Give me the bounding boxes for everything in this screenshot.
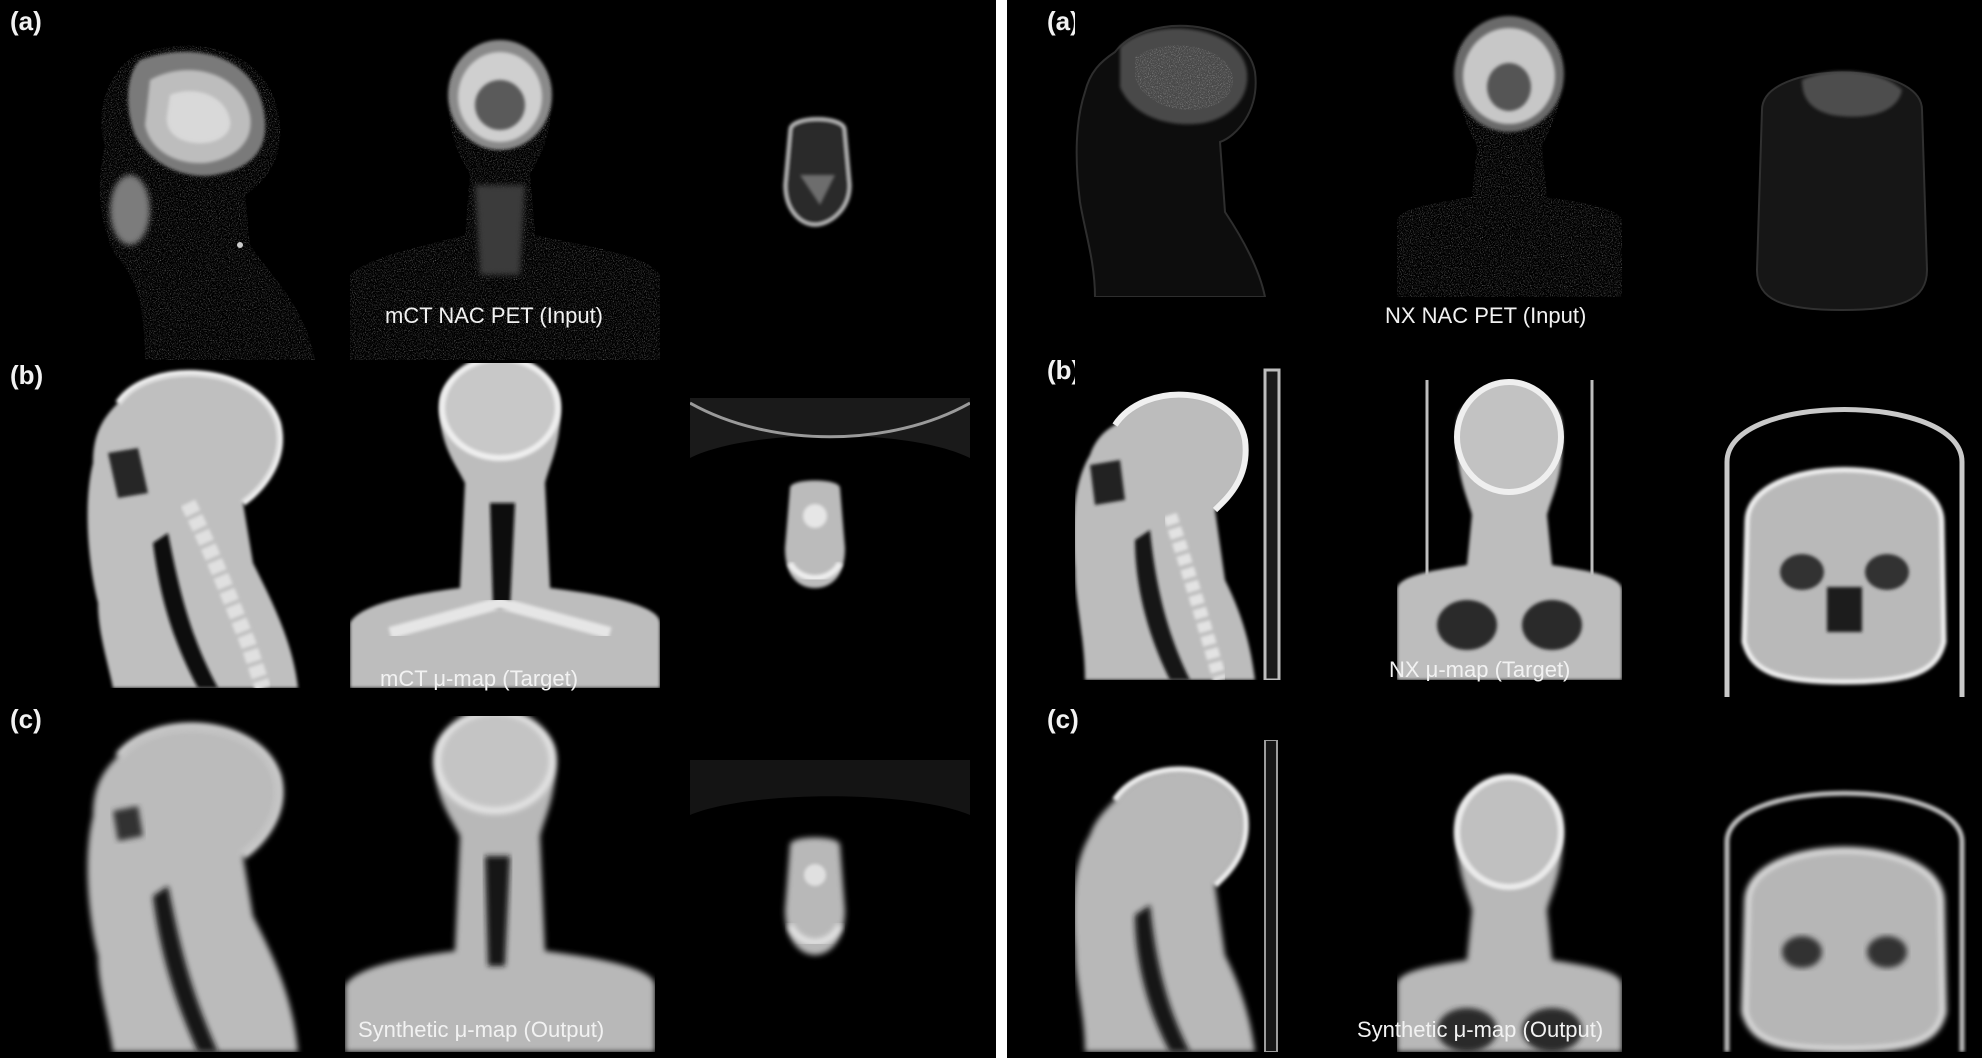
nx-synthetic-mu-map-axial-image [1722,762,1967,1052]
mct-mu-map-target-sagittal-image [78,363,314,688]
nx-nac-pet-sagittal-image [1075,12,1305,297]
nx-target-caption: NX μ-map (Target) [1389,657,1571,682]
row-label-b: (b) [1047,355,1081,385]
row-label-b: (b) [10,360,44,390]
nx-mu-map-target-sagittal-image [1075,340,1305,680]
nx-nac-pet-coronal-image [1397,12,1622,297]
nx-synthetic-mu-map-coronal-image [1397,770,1622,1052]
mct-mu-map-target-axial-image [690,398,970,688]
mct-output-caption: Synthetic μ-map (Output) [358,1017,605,1042]
nx-mu-map-target-axial-image [1722,372,1967,697]
nx-nac-pet-axial-image [1722,30,1962,320]
mct-mu-map-target-coronal-image [350,363,660,688]
nx-input-caption: NX NAC PET (Input) [1385,303,1587,328]
row-label-a: (a) [1047,6,1079,36]
nx-output-caption: Synthetic μ-map (Output) [1357,1017,1604,1042]
mct-panel: (a) (b) (c) mCT NAC PET (Inpu [0,0,996,1058]
mct-synthetic-mu-map-axial-image [690,760,970,1052]
mct-nac-pet-axial-image [685,35,980,360]
nx-synthetic-mu-map-sagittal-image [1075,740,1305,1052]
mct-target-caption: mCT μ-map (Target) [380,666,579,691]
nx-mu-map-target-coronal-image [1397,375,1622,680]
mct-nac-pet-sagittal-image [75,35,315,360]
mct-input-caption: mCT NAC PET (Input) [385,303,604,328]
mct-synthetic-mu-map-coronal-image [345,716,655,1052]
row-label-a: (a) [10,6,42,36]
nx-panel: (a) (b) (c) NX NAC PET (Input) [1007,0,1982,1058]
mct-synthetic-mu-map-sagittal-image [78,716,328,1052]
row-label-c: (c) [10,704,42,734]
row-label-c: (c) [1047,704,1079,734]
mct-nac-pet-coronal-image [350,35,660,360]
